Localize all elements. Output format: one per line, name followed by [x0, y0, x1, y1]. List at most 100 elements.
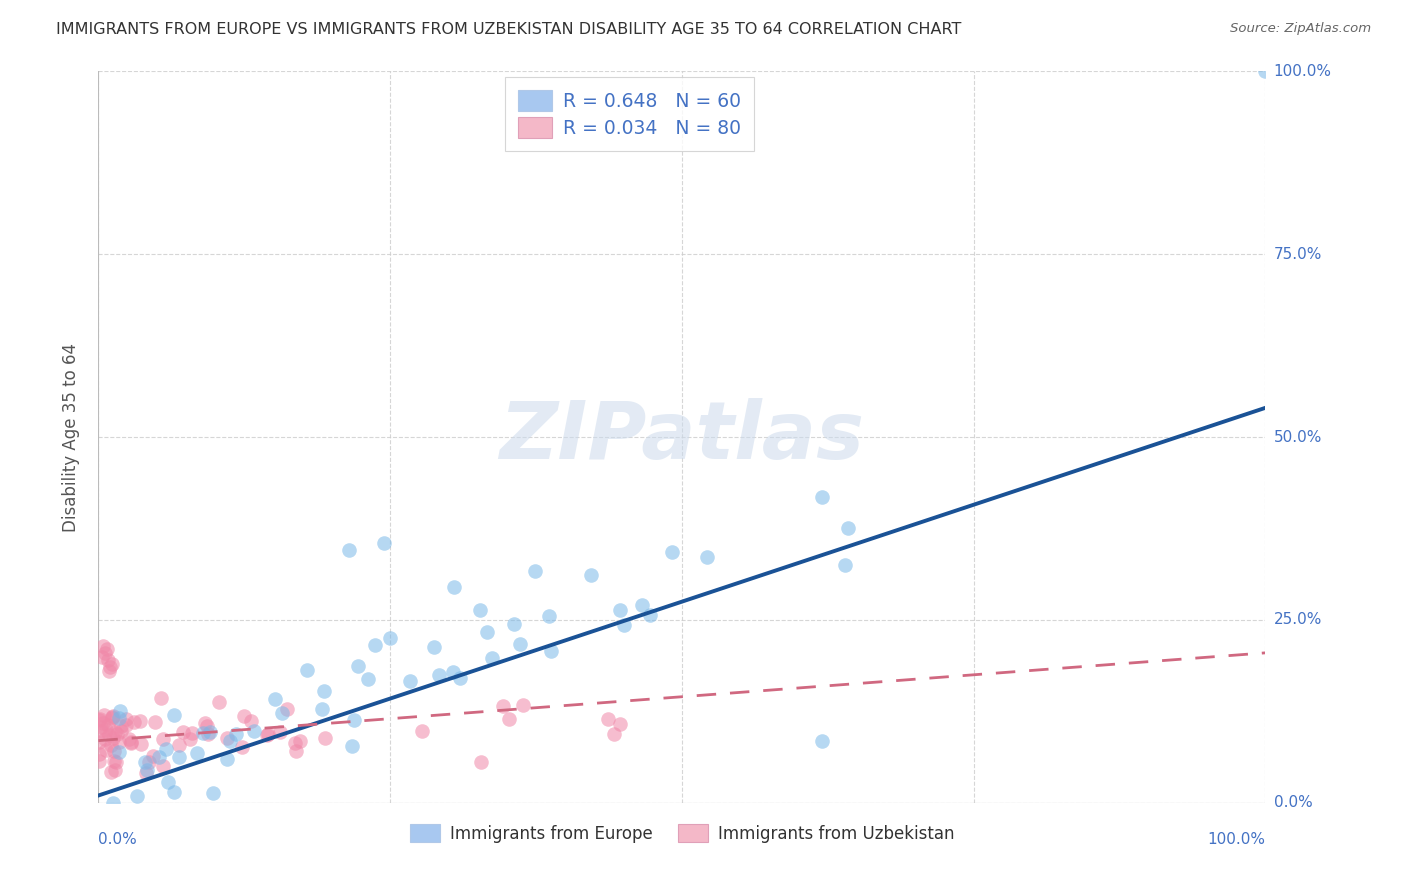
Point	[380, 632, 402, 646]
Point	[502, 616, 524, 631]
Point	[512, 698, 534, 712]
Point	[87, 734, 110, 748]
Point	[243, 724, 266, 739]
Point	[470, 755, 492, 769]
Point	[115, 717, 138, 731]
Point	[107, 710, 129, 724]
Point	[110, 723, 132, 738]
Point	[127, 789, 149, 804]
Point	[163, 707, 186, 722]
Point	[498, 713, 520, 727]
Point	[181, 726, 204, 740]
Point	[240, 714, 263, 728]
Point	[96, 743, 118, 757]
Point	[97, 664, 120, 678]
Point	[105, 727, 128, 741]
Point	[284, 744, 307, 758]
Point	[364, 638, 387, 652]
Point	[284, 736, 307, 750]
Point	[115, 712, 138, 726]
Point	[90, 649, 112, 664]
Point	[94, 646, 117, 660]
Point	[108, 745, 131, 759]
Point	[596, 712, 619, 726]
Point	[256, 728, 278, 742]
Point	[423, 640, 446, 654]
Point	[609, 603, 631, 617]
Point	[218, 734, 240, 748]
Point	[195, 718, 218, 732]
Point	[208, 695, 231, 709]
Point	[523, 564, 546, 578]
Point	[108, 735, 131, 749]
Point	[172, 724, 194, 739]
Point	[475, 625, 498, 640]
Point	[186, 747, 208, 761]
Text: 0.0%: 0.0%	[98, 832, 138, 847]
Point	[142, 749, 165, 764]
Point	[311, 702, 333, 716]
Point	[150, 690, 173, 705]
Point	[167, 750, 190, 764]
Point	[492, 698, 515, 713]
Point	[94, 723, 117, 737]
Point	[579, 567, 602, 582]
Point	[167, 739, 190, 753]
Point	[87, 747, 110, 761]
Point	[163, 785, 186, 799]
Text: 0.0%: 0.0%	[1274, 796, 1312, 810]
Point	[103, 744, 125, 758]
Text: 25.0%: 25.0%	[1274, 613, 1322, 627]
Text: 50.0%: 50.0%	[1274, 430, 1322, 444]
Text: ZIPatlas: ZIPatlas	[499, 398, 865, 476]
Point	[98, 660, 121, 674]
Point	[131, 737, 153, 751]
Point	[1254, 64, 1277, 78]
Point	[271, 706, 294, 720]
Point	[103, 754, 125, 768]
Point	[155, 742, 177, 756]
Point	[179, 731, 201, 746]
Point	[441, 665, 464, 680]
Point	[91, 639, 114, 653]
Point	[91, 716, 114, 731]
Point	[443, 580, 465, 594]
Point	[157, 775, 180, 789]
Point	[537, 609, 560, 624]
Point	[191, 726, 214, 740]
Point	[603, 726, 626, 740]
Point	[347, 659, 370, 673]
Point	[143, 715, 166, 730]
Point	[217, 731, 239, 745]
Point	[129, 714, 152, 728]
Y-axis label: Disability Age 35 to 64: Disability Age 35 to 64	[62, 343, 80, 532]
Point	[276, 702, 298, 716]
Point	[87, 754, 110, 768]
Point	[90, 724, 112, 739]
Point	[97, 717, 120, 731]
Point	[837, 521, 859, 535]
Point	[427, 668, 450, 682]
Point	[215, 752, 238, 766]
Point	[120, 734, 142, 748]
Point	[104, 724, 127, 739]
Point	[481, 651, 503, 665]
Point	[343, 714, 366, 728]
Text: 100.0%: 100.0%	[1208, 832, 1265, 847]
Point	[509, 637, 531, 651]
Point	[197, 727, 219, 741]
Point	[97, 728, 120, 742]
Point	[340, 739, 363, 754]
Point	[138, 755, 160, 769]
Point	[104, 755, 127, 769]
Text: IMMIGRANTS FROM EUROPE VS IMMIGRANTS FROM UZBEKISTAN DISABILITY AGE 35 TO 64 COR: IMMIGRANTS FROM EUROPE VS IMMIGRANTS FRO…	[56, 22, 962, 37]
Point	[449, 671, 471, 685]
Point	[120, 736, 142, 750]
Point	[134, 755, 156, 769]
Text: 75.0%: 75.0%	[1274, 247, 1322, 261]
Point	[357, 673, 380, 687]
Point	[609, 716, 631, 731]
Point	[314, 731, 336, 745]
Point	[225, 727, 247, 741]
Point	[631, 598, 654, 612]
